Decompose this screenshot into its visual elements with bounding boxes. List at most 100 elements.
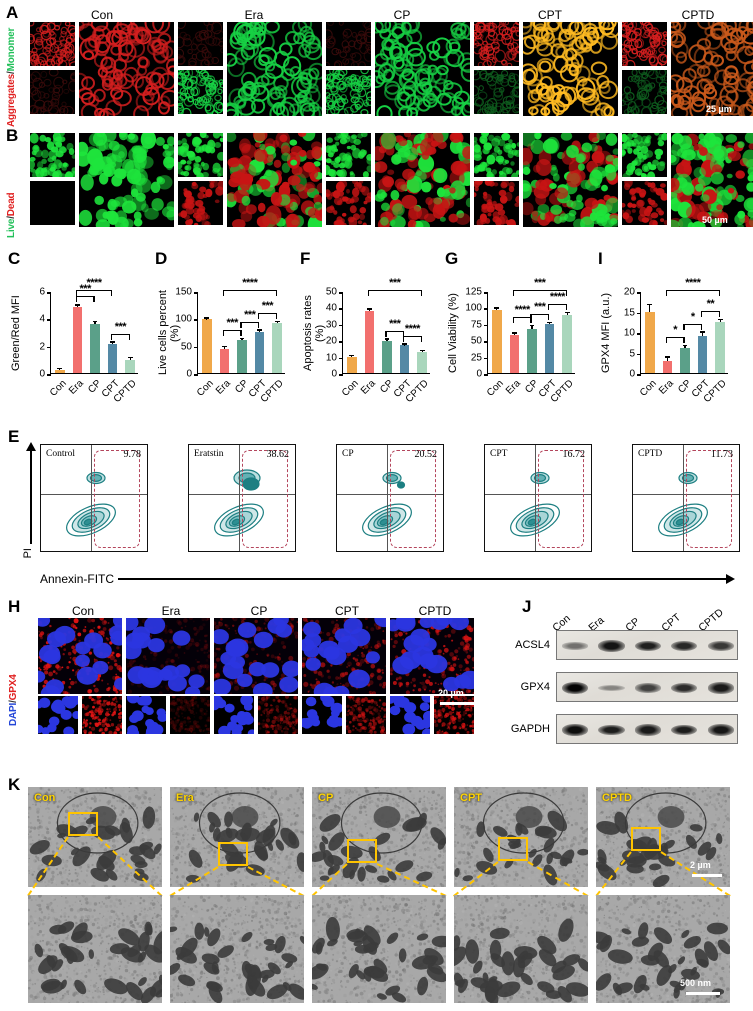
panel-i-sig-bracket — [666, 290, 720, 296]
panel-f-bar-cptd — [417, 352, 428, 373]
panel-c-sig-bracket — [76, 290, 112, 296]
panel-g-ytick-label: 50 — [470, 335, 482, 347]
panel-g-sig-bracket — [531, 314, 549, 320]
panel-i-sig-leg — [683, 337, 685, 344]
panel-g-sig-label: *** — [534, 301, 546, 314]
panel-f-errorbar — [351, 356, 353, 357]
panel-a-inset-0-1 — [30, 70, 75, 114]
flow-plot-name: Control — [46, 449, 76, 459]
panel-i-errorbar-cap — [700, 331, 705, 333]
panel-f-ytick — [339, 292, 343, 294]
panel-j-band — [562, 682, 589, 694]
panel-c-ytick-label: 6 — [39, 286, 45, 298]
panel-g-sig-leg — [547, 304, 550, 311]
panel-c-ytick-label: 0 — [39, 368, 45, 380]
panel-h-gpx4-3 — [346, 696, 386, 734]
panel-k-zoom-4 — [596, 895, 730, 1003]
panel-c-sig-leg — [110, 333, 113, 340]
flow-gate-region[interactable] — [241, 450, 289, 548]
panel-h-col-era: Era — [161, 604, 181, 618]
panel-e-y-axis-arrow — [30, 444, 32, 544]
flow-gate-region[interactable] — [93, 450, 141, 548]
panel-c-errorbar — [94, 321, 96, 324]
panel-j-blot-gpx4 — [556, 672, 738, 702]
panel-h-label-sep: / — [8, 700, 19, 703]
panel-d-bar-cptd — [272, 323, 283, 373]
panel-j-row-label-acsl4: ACSL4 — [515, 639, 550, 651]
flow-plot-value: 11.73 — [710, 449, 733, 460]
panel-f-ytick-label: 40 — [325, 302, 337, 314]
panel-c-errorbar — [76, 305, 79, 308]
panel-g-sig-bracket — [548, 304, 567, 310]
panel-f-bar-cpt — [399, 345, 410, 373]
panel-f-y-axis-title: Apoptosis rates (%) — [302, 295, 326, 371]
panel-f-sig-bracket — [368, 290, 422, 296]
panel-g-sig-leg — [547, 314, 550, 321]
panel-j-band — [707, 682, 734, 694]
panel-h-col-cp: CP — [250, 604, 268, 618]
panel-letter-b: B — [6, 126, 19, 145]
panel-j-blot-gapdh — [556, 714, 738, 744]
panel-k-zoom-2 — [312, 895, 446, 1003]
flow-quadrant-v — [90, 445, 92, 551]
flow-gate-region[interactable] — [389, 450, 437, 548]
panel-i-errorbar — [649, 305, 651, 312]
panel-j-band — [562, 642, 589, 650]
panel-b-merge-2 — [375, 133, 470, 227]
panel-c-bar-cptd — [125, 359, 136, 373]
panel-k-scalebar-top — [692, 874, 722, 877]
panel-d-bar-era — [219, 349, 230, 373]
panel-g-errorbar-cap — [564, 311, 570, 314]
panel-i-sig-bracket — [701, 311, 720, 317]
panel-g-sig-bracket — [513, 290, 567, 296]
panel-i-sig-leg — [718, 311, 720, 318]
flow-gate-region[interactable] — [685, 450, 733, 548]
panel-a-inset-0-0 — [30, 22, 75, 66]
panel-g-sig-leg — [512, 290, 515, 296]
panel-g-ytick-label: 25 — [470, 352, 482, 364]
panel-f-plot-area: 0 10 20 30 40 50 — [326, 287, 430, 380]
panel-d-errorbar-cap — [204, 317, 210, 319]
panel-i-ytick — [637, 353, 641, 356]
panel-h-dapi-0 — [38, 696, 78, 734]
panel-a-col-con: Con — [90, 8, 113, 22]
panel-a-inset-1-0 — [178, 22, 223, 66]
panel-b-scalebar — [708, 228, 742, 231]
panel-g-ytick — [484, 308, 488, 310]
panel-c-errorbar-cap — [74, 304, 80, 306]
panel-f-sig-label: *** — [389, 277, 401, 289]
panel-j-row-label-gpx4: GPX4 — [520, 681, 550, 693]
panel-f-errorbar-cap — [419, 349, 425, 352]
panel-c-sig-label: *** — [114, 320, 127, 333]
panel-a-merge-4 — [671, 22, 753, 116]
panel-d-bar-cpt — [254, 331, 265, 373]
panel-f-sig-label: **** — [404, 322, 421, 335]
panel-g-sig-label: **** — [549, 291, 566, 304]
panel-c-sig-leg — [128, 333, 130, 340]
panel-b-inset-1-1 — [178, 181, 223, 225]
panel-h-dapi-3 — [302, 696, 342, 734]
panel-d-sig-leg — [257, 313, 260, 320]
panel-i-bar-con — [644, 311, 655, 373]
panel-g-ytick — [484, 374, 488, 376]
flow-plot-value: 9.78 — [123, 449, 142, 460]
panel-c-errorbar-cap — [57, 367, 63, 370]
panel-j-blot-acsl4 — [556, 630, 738, 660]
panel-b-inset-0-1 — [30, 181, 75, 225]
panel-h-gpx4-1 — [170, 696, 210, 734]
flow-gate-region[interactable] — [537, 450, 585, 548]
panel-c-bar-cp — [90, 323, 100, 373]
panel-i-sig-leg — [700, 323, 703, 330]
panel-i-errorbar — [666, 357, 669, 361]
panel-k-label-cpt: CPT — [460, 792, 482, 804]
panel-b-inset-3-1 — [474, 181, 519, 225]
panel-i-sig-leg — [700, 311, 703, 318]
panel-j-band — [634, 683, 662, 693]
panel-c-ytick-label: 4 — [39, 313, 45, 325]
panel-i-errorbar-cap — [647, 303, 653, 306]
panel-c-ytick — [47, 346, 51, 349]
panel-k-roi-box-3 — [498, 837, 529, 861]
panel-c-ytick-label: 2 — [39, 341, 45, 353]
panel-i-errorbar-cap — [717, 318, 723, 321]
panel-f-errorbar — [421, 351, 423, 353]
